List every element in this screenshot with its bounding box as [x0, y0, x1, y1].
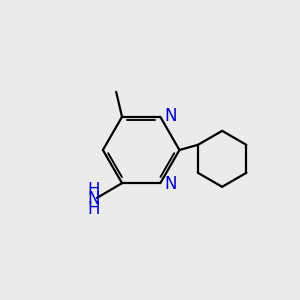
Text: N: N	[164, 175, 177, 193]
Text: H: H	[87, 181, 99, 199]
Text: N: N	[87, 190, 99, 208]
Text: N: N	[164, 107, 177, 125]
Text: H: H	[87, 200, 99, 218]
